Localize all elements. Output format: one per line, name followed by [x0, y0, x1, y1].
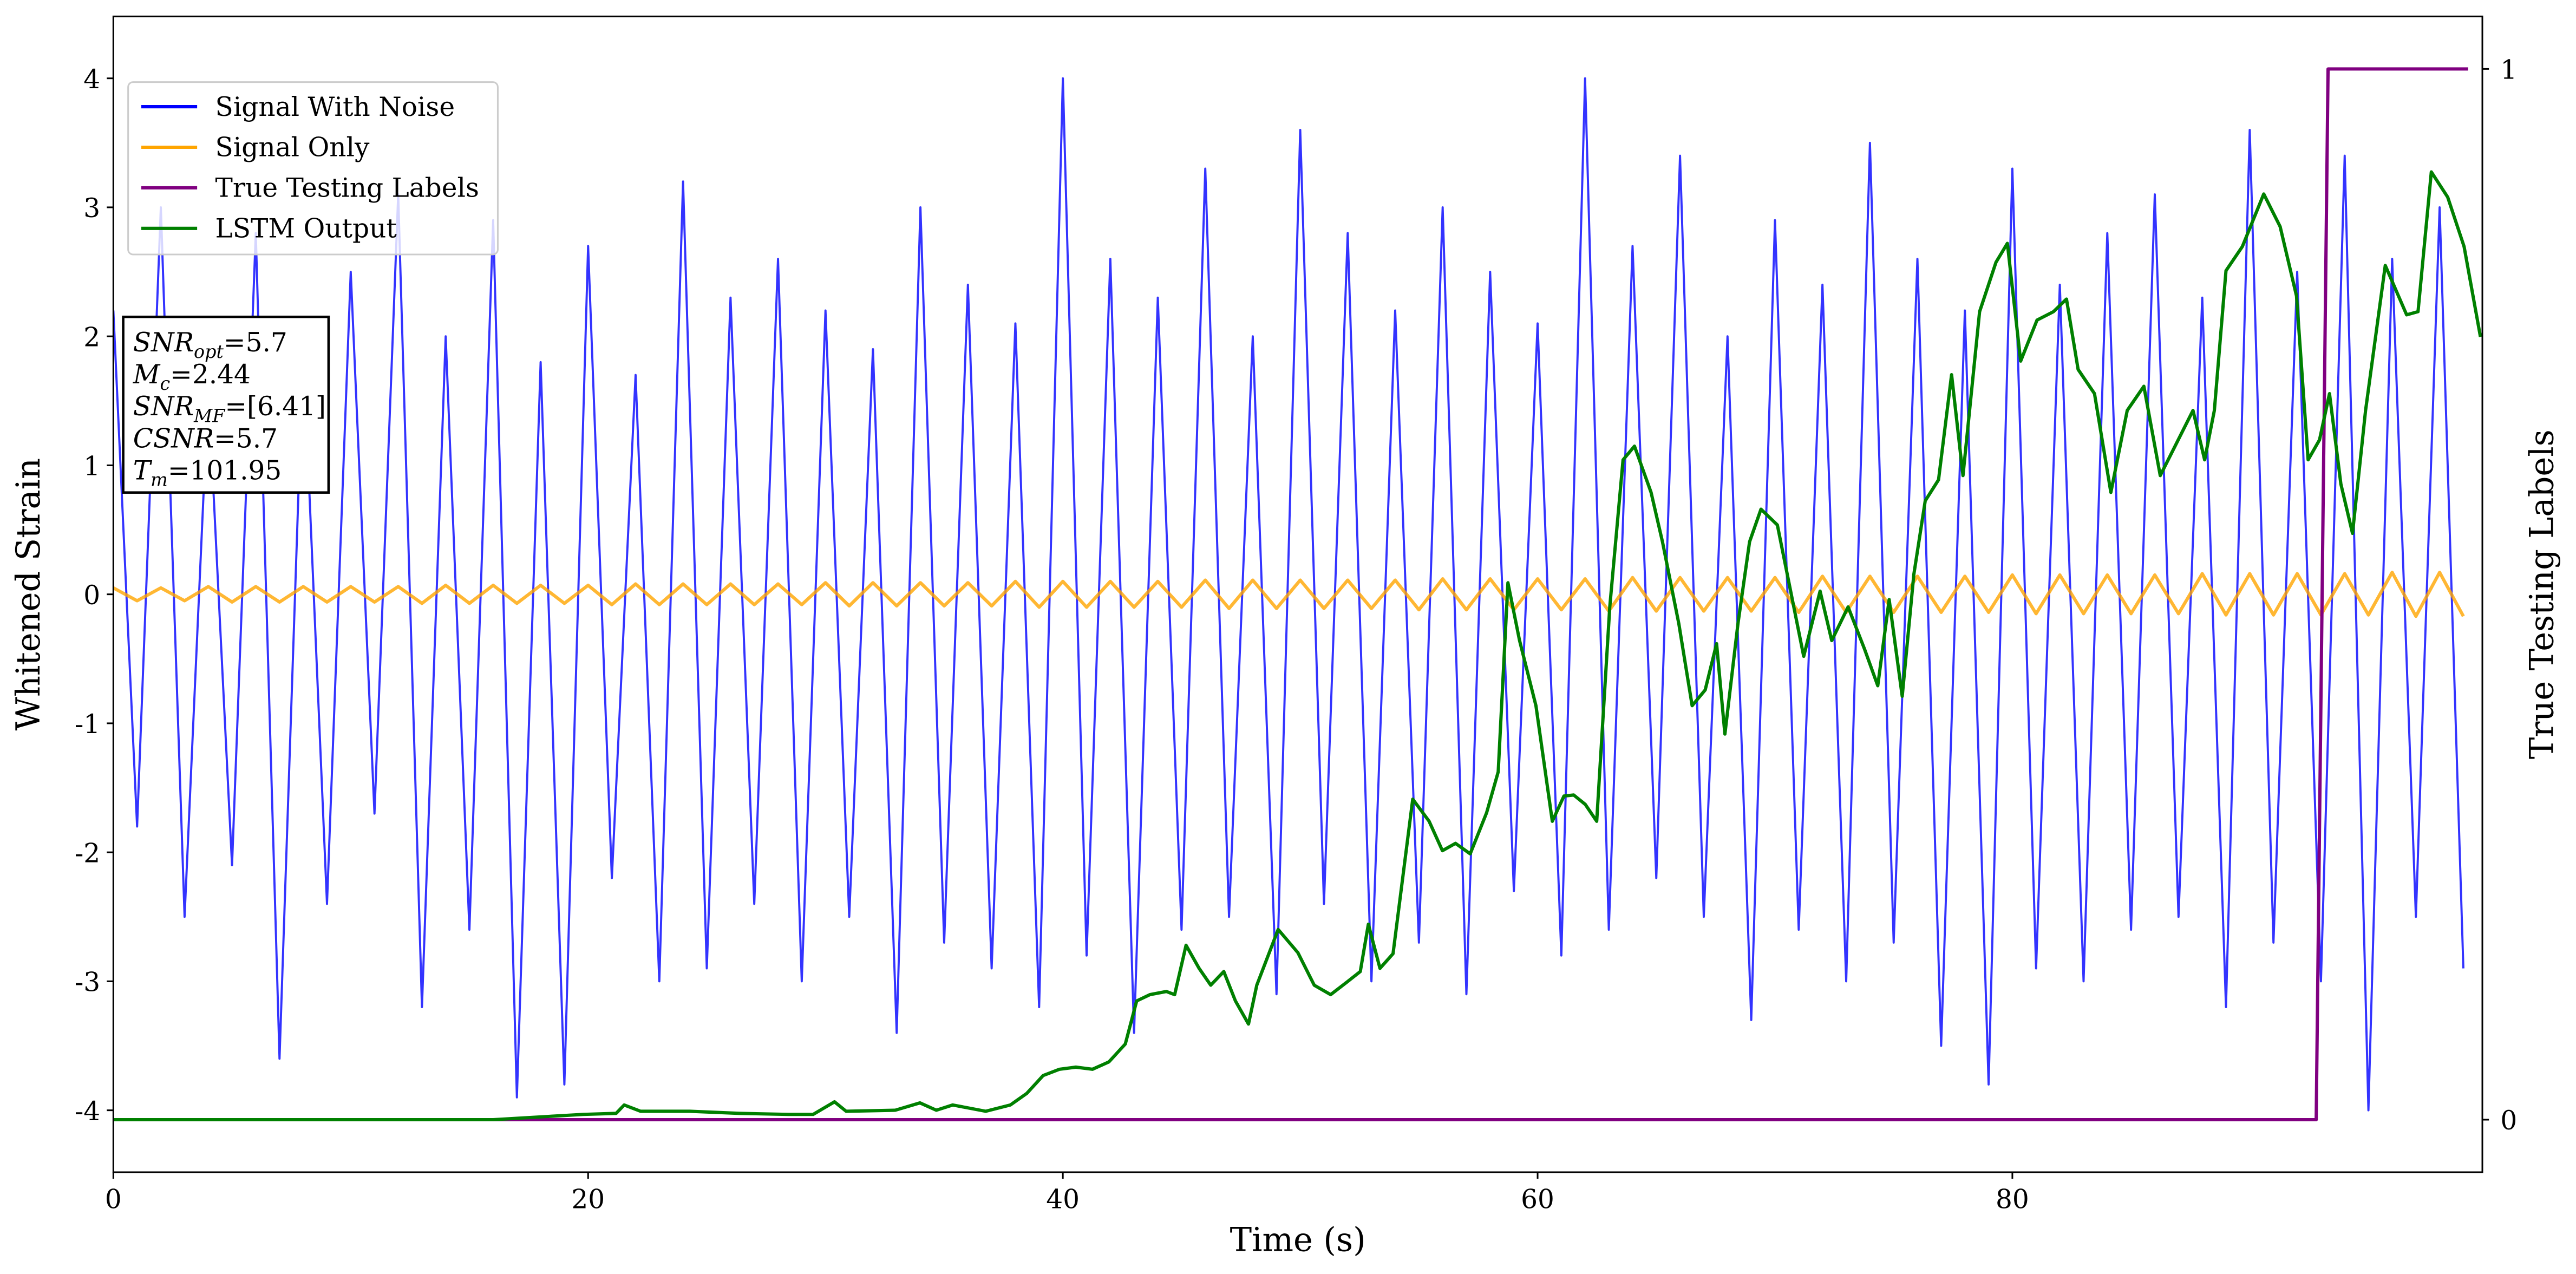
plot-frame — [112, 15, 2483, 1173]
annotation-subscript: opt — [194, 341, 224, 362]
annotation-symbol: SNR — [133, 328, 194, 358]
annotation-symbol: M — [133, 360, 161, 390]
y2-tick-label: 1 — [2500, 55, 2517, 86]
legend-label: Signal With Noise — [215, 92, 455, 122]
annotation-line: CSNR=5.7 — [133, 423, 278, 454]
y2-axis-label: True Testing Labels — [2523, 429, 2561, 759]
annotation-value: =[6.41] — [225, 391, 326, 422]
legend-label: LSTM Output — [215, 213, 397, 244]
annotation-symbol: CSNR — [133, 423, 214, 454]
x-axis-label: Time (s) — [1230, 1221, 1366, 1259]
y-tick-label: 3 — [83, 193, 100, 224]
x-tick-label: 80 — [1996, 1185, 2029, 1215]
legend-label: True Testing Labels — [215, 173, 479, 204]
y-tick-label: -4 — [75, 1096, 100, 1127]
legend-label: Signal Only — [215, 133, 370, 163]
series-line — [113, 67, 2468, 1122]
x-tick-label: 40 — [1046, 1185, 1080, 1215]
y-tick-label: 0 — [83, 580, 100, 611]
annotation-value: =5.7 — [224, 328, 287, 358]
annotation-line: Tm=101.95 — [133, 455, 282, 490]
x-tick-label: 60 — [1521, 1185, 1554, 1215]
legend-box — [127, 81, 499, 256]
series-line — [113, 170, 2482, 1122]
annotation-line: Mc=2.44 — [133, 360, 251, 394]
y-tick-label: 4 — [83, 64, 100, 95]
x-tick-label: 20 — [571, 1185, 605, 1215]
y-tick-label: -2 — [75, 838, 100, 868]
x-tick-label: 0 — [105, 1185, 122, 1215]
y-tick-label: 2 — [83, 322, 100, 352]
annotation-subscript: c — [160, 373, 170, 394]
annotation-symbol: SNR — [133, 391, 194, 422]
series-line — [113, 571, 2465, 618]
annotation-line: SNRMF=[6.41] — [133, 391, 326, 426]
legend: Signal With Noise Signal Only True Testing… — [127, 81, 499, 256]
annotation-value: =101.95 — [168, 455, 282, 486]
annotation-symbol: T — [133, 455, 153, 486]
annotation-subscript: m — [151, 469, 168, 491]
annotation-line: SNRopt=5.7 — [133, 328, 287, 362]
annotation-box — [122, 315, 330, 494]
series-line — [113, 77, 2464, 1112]
y-axis-label: Whitened Strain — [10, 458, 48, 731]
y2-tick-label: 0 — [2500, 1106, 2517, 1136]
annotation: SNRopt=5.7Mc=2.44SNRMF=[6.41]CSNR=5.7Tm=… — [122, 315, 330, 494]
plot-area — [113, 67, 2482, 1122]
y-tick-label: -1 — [75, 709, 100, 740]
annotation-value: =2.44 — [170, 360, 251, 390]
y-tick-label: 1 — [83, 452, 100, 482]
annotation-subscript: MF — [193, 405, 226, 426]
annotation-value: =5.7 — [214, 423, 278, 454]
y-tick-label: -3 — [75, 968, 100, 998]
